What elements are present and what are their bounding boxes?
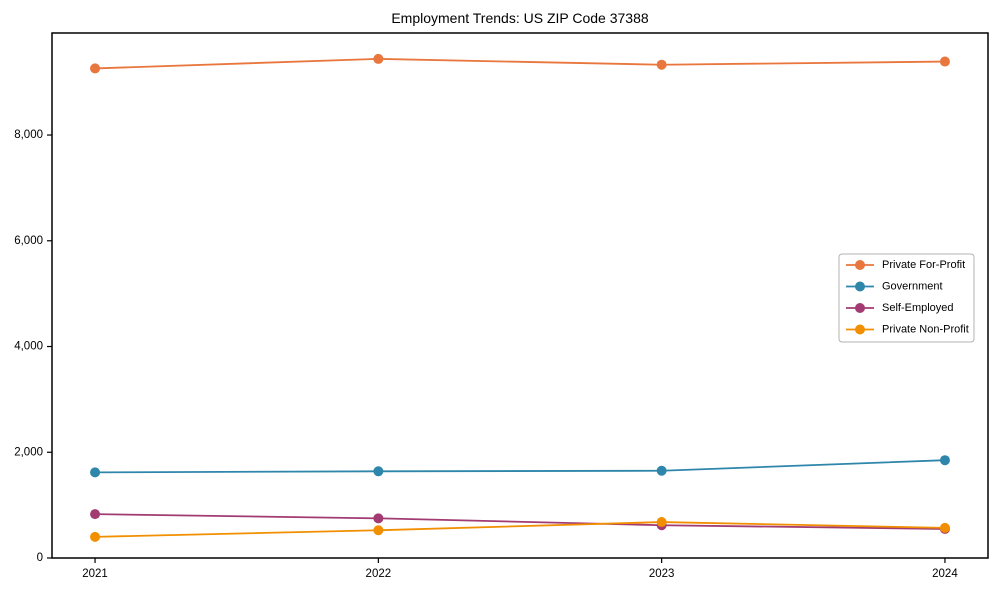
series-marker-government	[373, 466, 384, 477]
series-marker-government	[656, 465, 667, 476]
series-marker-self-employed	[90, 509, 101, 520]
series-marker-private-non-profit	[373, 525, 384, 536]
series-marker-private-for-profit	[939, 56, 950, 67]
series-line-self-employed	[95, 513, 945, 530]
y-tick-label: 6,000	[14, 235, 43, 247]
series-line-private-non-profit	[95, 521, 945, 538]
legend-label-private-for-profit: Private For-Profit	[882, 259, 965, 271]
series-marker-government	[939, 455, 950, 466]
series-line-private-for-profit	[95, 58, 945, 70]
y-tick-label: 2,000	[14, 446, 43, 458]
x-tick-label: 2023	[649, 568, 675, 580]
legend-label-private-non-profit: Private Non-Profit	[882, 324, 969, 336]
chart-title: Employment Trends: US ZIP Code 37388	[391, 10, 649, 26]
y-tick-label: 4,000	[14, 341, 43, 353]
series-line-government	[95, 459, 945, 474]
series-marker-private-non-profit	[656, 517, 667, 528]
y-tick-label: 0	[37, 552, 43, 564]
series-marker-self-employed	[373, 513, 384, 524]
legend-marker-self-employed	[855, 303, 865, 313]
series-marker-private-for-profit	[90, 63, 101, 74]
legend-marker-government	[855, 281, 865, 292]
plot-frame	[51, 32, 989, 559]
legend-label-self-employed: Self-Employed	[882, 302, 954, 314]
series-marker-private-non-profit	[90, 531, 101, 542]
series-marker-private-for-profit	[373, 53, 384, 64]
x-tick-label: 2024	[932, 568, 958, 580]
legend-marker-private-non-profit	[855, 324, 865, 335]
y-tick-label: 8,000	[14, 129, 43, 141]
legend-box	[838, 253, 975, 343]
series-marker-government	[90, 467, 101, 478]
x-tick-label: 2021	[82, 568, 108, 580]
series-marker-private-for-profit	[656, 59, 667, 70]
legend-label-government: Government	[882, 281, 943, 293]
series-marker-private-non-profit	[939, 522, 950, 533]
x-tick-label: 2022	[366, 568, 392, 580]
legend-marker-private-for-profit	[855, 260, 865, 270]
